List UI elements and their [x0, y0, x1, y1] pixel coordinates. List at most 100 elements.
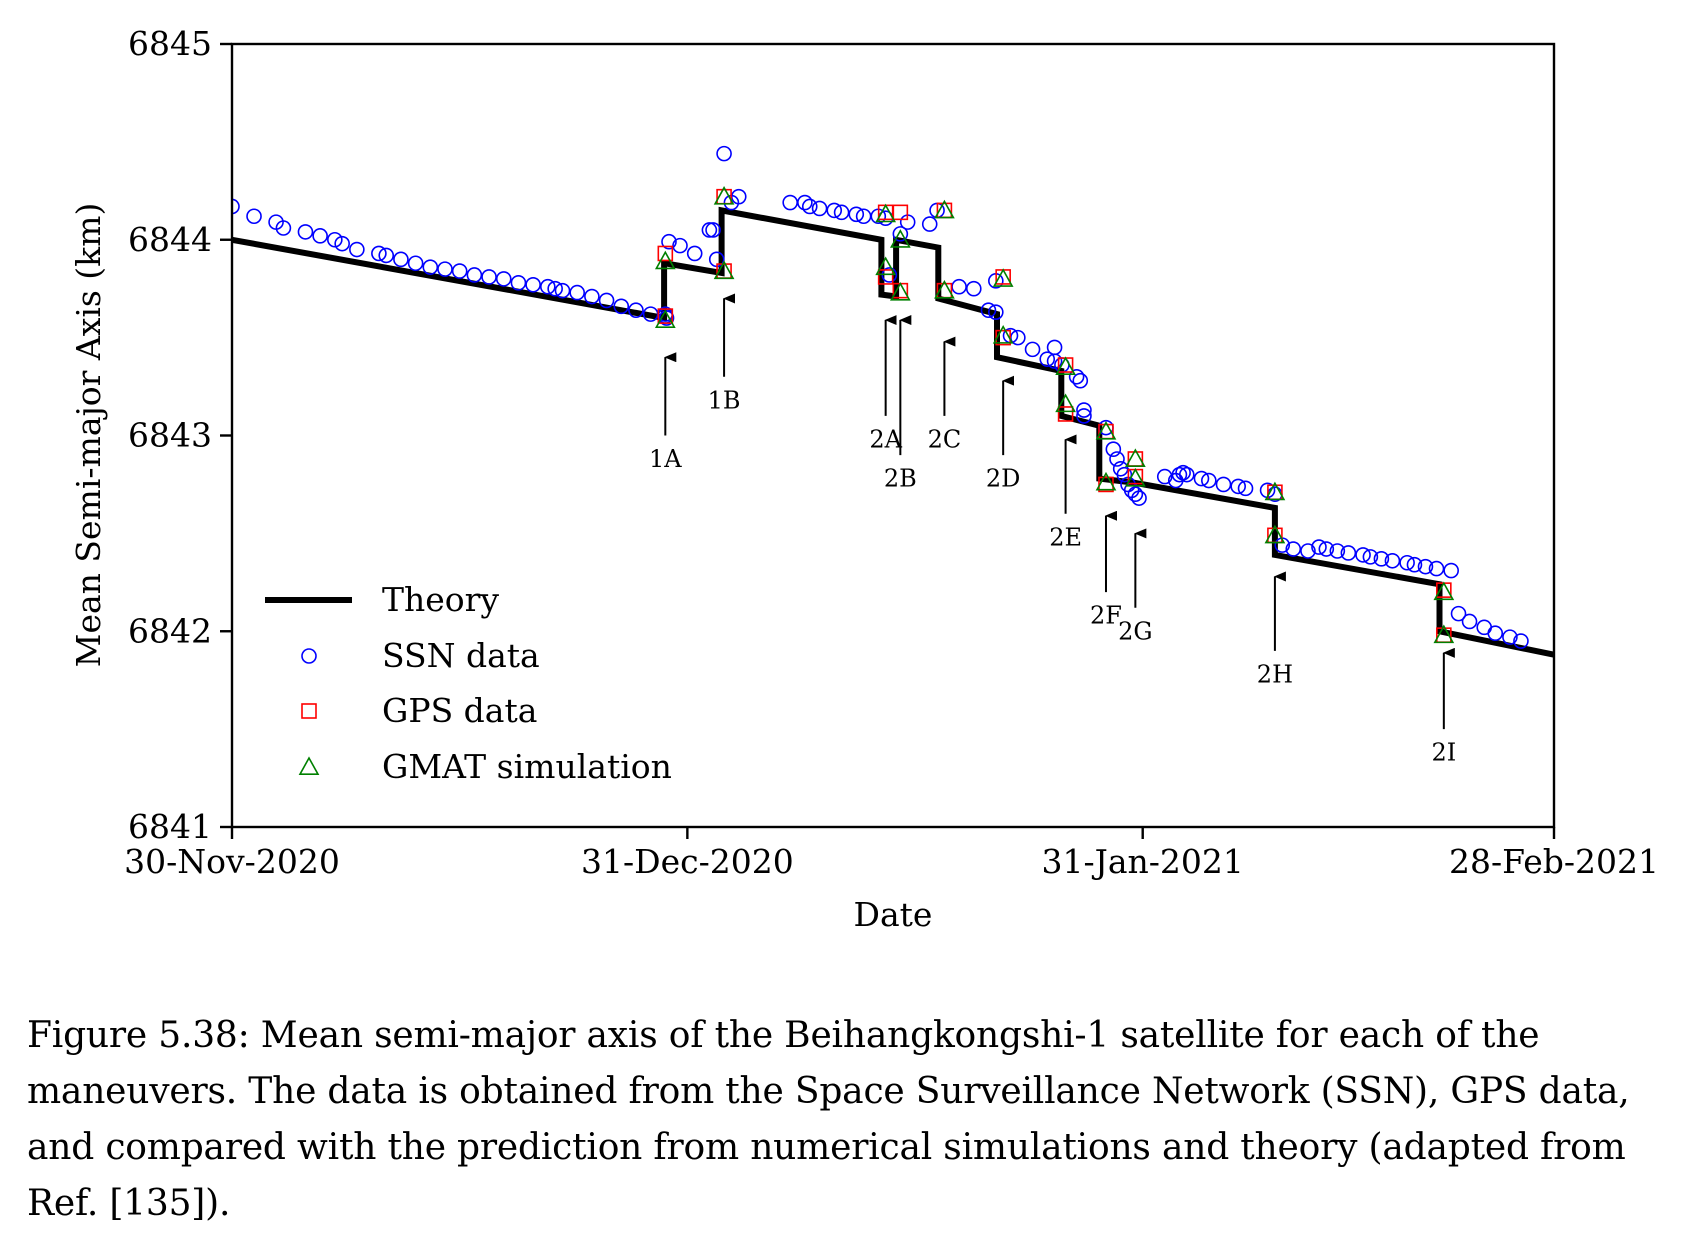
gps-point	[892, 204, 909, 221]
ssn-point	[801, 198, 818, 215]
y-axis-ticks: 6841 6842 6843 6844 6845	[128, 24, 232, 846]
x-tick-label: 31-Dec-2020	[581, 842, 794, 881]
gmat-point	[1433, 624, 1455, 644]
legend-label: SSN data	[382, 636, 540, 675]
ssn-point	[1329, 543, 1346, 559]
gmat-point	[875, 256, 897, 276]
ssn-point	[1285, 541, 1302, 557]
ssn-point	[1384, 552, 1401, 569]
x-axis-title: Date	[854, 895, 933, 934]
ssn-point	[797, 194, 813, 211]
legend-gmat-swatch	[298, 756, 320, 776]
ssn-point	[1461, 613, 1478, 630]
ssn-point	[1373, 551, 1390, 567]
gmat-point	[1264, 524, 1286, 544]
ssn-point	[422, 259, 439, 275]
gmat-point	[654, 309, 676, 329]
x-tick-label: 28-Feb-2021	[1449, 842, 1659, 881]
y-tick-label: 6844	[128, 220, 212, 259]
maneuver-label: 2H	[1257, 660, 1293, 688]
ssn-point	[1076, 402, 1092, 418]
gmat-point	[1095, 471, 1117, 491]
theory-line	[232, 206, 1554, 658]
ssn-point	[1406, 556, 1423, 573]
ssn-point	[701, 222, 718, 238]
chart-figure: 6841 6842 6843 6844 6845 30-Nov-2020 31-Dec-2…	[69, 24, 1659, 934]
ssn-point	[378, 247, 395, 264]
ssn-point	[661, 233, 677, 250]
ssn-point	[921, 216, 938, 232]
x-tick-label: 30-Nov-2020	[124, 842, 340, 881]
ssn-point	[437, 261, 453, 277]
gps-point	[877, 269, 894, 285]
ssn-point	[613, 298, 630, 315]
gmat-point	[1125, 467, 1146, 487]
ssn-point	[1443, 562, 1459, 579]
ssn-point	[312, 228, 328, 244]
ssn-point	[1311, 539, 1327, 555]
ssn-point	[1513, 633, 1529, 649]
figure-caption: Figure 5.38: Mean semi-major axis of the…	[27, 1015, 1630, 1224]
ssn-point	[1105, 441, 1122, 458]
gmat-point	[889, 229, 911, 248]
gmat-point	[875, 203, 897, 223]
gmat-point	[1055, 356, 1076, 375]
ssn-point	[1116, 466, 1133, 483]
ssn-point	[980, 302, 997, 319]
gmat-point	[992, 325, 1014, 344]
ssn-point	[1039, 351, 1056, 367]
ssn-point	[951, 278, 967, 295]
gmat-point	[1264, 481, 1286, 501]
ssn-point	[686, 245, 703, 262]
ssn-point	[547, 280, 563, 297]
gmat-point	[713, 260, 735, 280]
ssn-point	[1230, 478, 1246, 495]
ssn-point	[1340, 545, 1357, 561]
ssn-point	[1201, 472, 1217, 489]
ssn-point	[811, 200, 828, 217]
ssn-point	[892, 226, 909, 242]
ssn-point	[833, 204, 850, 221]
legend-gps-swatch	[301, 703, 317, 719]
gmat-point	[654, 250, 676, 270]
ssn-point	[510, 275, 527, 291]
maneuver-label: 2I	[1431, 739, 1456, 767]
y-axis-title: Mean Semi-major Axis (km)	[69, 203, 108, 668]
gmat-point	[1125, 448, 1146, 467]
ssn-point	[584, 288, 600, 305]
maneuver-label: 1B	[708, 386, 741, 414]
ssn-point	[658, 310, 675, 326]
ssn-point	[716, 145, 732, 162]
maneuver-label: 1A	[649, 445, 682, 473]
legend-label: GMAT simulation	[382, 747, 672, 786]
gps-point	[1057, 406, 1074, 422]
maneuver-label: 2A	[869, 425, 902, 453]
y-tick-label: 6842	[128, 611, 212, 650]
ssn-point	[1072, 372, 1089, 389]
maneuver-label: 2G	[1118, 617, 1152, 645]
plot-frame	[230, 42, 1556, 829]
ssn-point	[1068, 368, 1085, 385]
gmat-point	[1095, 420, 1117, 440]
maneuver-label: 2C	[928, 425, 962, 453]
ssn-point	[407, 255, 424, 272]
ssn-point	[1193, 470, 1210, 487]
legend: Theory SSN data GPS data GMAT simulation	[265, 580, 672, 786]
gps-markers	[657, 188, 1452, 643]
gmat-point	[889, 281, 911, 301]
ssn-markers	[232, 145, 1529, 649]
maneuver-label: 2E	[1049, 523, 1082, 551]
ssn-point	[988, 304, 1004, 320]
ssn-point	[569, 284, 585, 301]
ssn-point	[297, 224, 314, 240]
ssn-point	[1450, 605, 1467, 622]
gmat-point	[992, 268, 1014, 287]
maneuver-label: 2D	[986, 465, 1021, 493]
ssn-point	[672, 237, 688, 254]
plot-area	[232, 145, 1554, 658]
gmat-point	[713, 186, 735, 205]
ssn-point	[1237, 480, 1254, 497]
legend-label: Theory	[382, 580, 499, 619]
ssn-point	[451, 263, 468, 279]
gmat-point	[1055, 393, 1076, 413]
